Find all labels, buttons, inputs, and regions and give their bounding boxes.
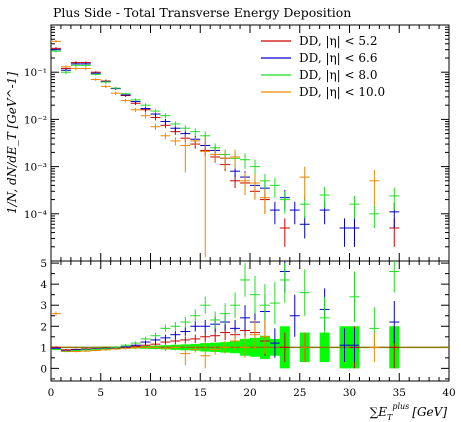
x-label-t: T — [387, 413, 393, 422]
ratio-panel-series — [51, 261, 400, 369]
main-panel-frame — [50, 24, 450, 262]
y-axis-label: 1/N, dN/dE_T [GeV^-1] — [5, 72, 19, 214]
ratio-y-tick-label: 1 — [40, 342, 47, 354]
x-tick-label: 25 — [293, 387, 306, 399]
x-tick-label: 30 — [343, 387, 356, 399]
x-tick-label: 20 — [243, 387, 256, 399]
x-label-e: E — [377, 405, 387, 419]
main-y-tick-label: 10⁻⁴ — [24, 209, 47, 221]
x-tick-label: 5 — [97, 387, 104, 399]
ratio-y-tick-label: 3 — [40, 300, 47, 312]
ratio-y-tick-label: 4 — [40, 279, 47, 291]
series-3-ratio — [51, 311, 380, 369]
legend-label: DD, |η| < 10.0 — [299, 85, 385, 99]
legend: DD, |η| < 5.2 DD, |η| < 6.6 DD, |η| < 8.0 D… — [261, 34, 385, 99]
x-tick-label: 10 — [144, 387, 157, 399]
ratio-y-tick-label: 5 — [40, 258, 47, 270]
ratio-y-tick-label: 2 — [40, 321, 47, 333]
x-label-plus: plus — [392, 402, 409, 411]
main-y-tick-label: 10⁻³ — [24, 162, 47, 174]
main-panel-series — [51, 40, 400, 258]
main-y-tick-label: 10⁻¹ — [24, 67, 47, 79]
x-axis-label: ∑ETplus [GeV] — [370, 402, 448, 422]
main-y-tick-label: 10⁻² — [24, 114, 47, 126]
x-axis: 0 5 10 15 20 25 30 35 40 — [48, 25, 456, 399]
x-tick-label: 40 — [442, 387, 455, 399]
chart-title: Plus Side - Total Transverse Energy Depo… — [53, 5, 351, 20]
legend-label: DD, |η| < 6.6 — [299, 51, 378, 65]
x-tick-label: 0 — [48, 387, 55, 399]
main-y-axis: 10⁻⁴ 10⁻³ 10⁻² 10⁻¹ — [24, 26, 449, 248]
x-tick-label: 35 — [393, 387, 406, 399]
series-3-main — [51, 40, 380, 258]
x-tick-label: 15 — [194, 387, 207, 399]
x-label-unit: [GeV] — [412, 405, 447, 419]
x-label-sum: ∑ — [370, 405, 379, 419]
legend-label: DD, |η| < 5.2 — [299, 34, 378, 48]
ratio-y-tick-label: 0 — [40, 363, 47, 375]
series-2-main — [51, 49, 400, 229]
legend-label: DD, |η| < 8.0 — [299, 68, 378, 82]
